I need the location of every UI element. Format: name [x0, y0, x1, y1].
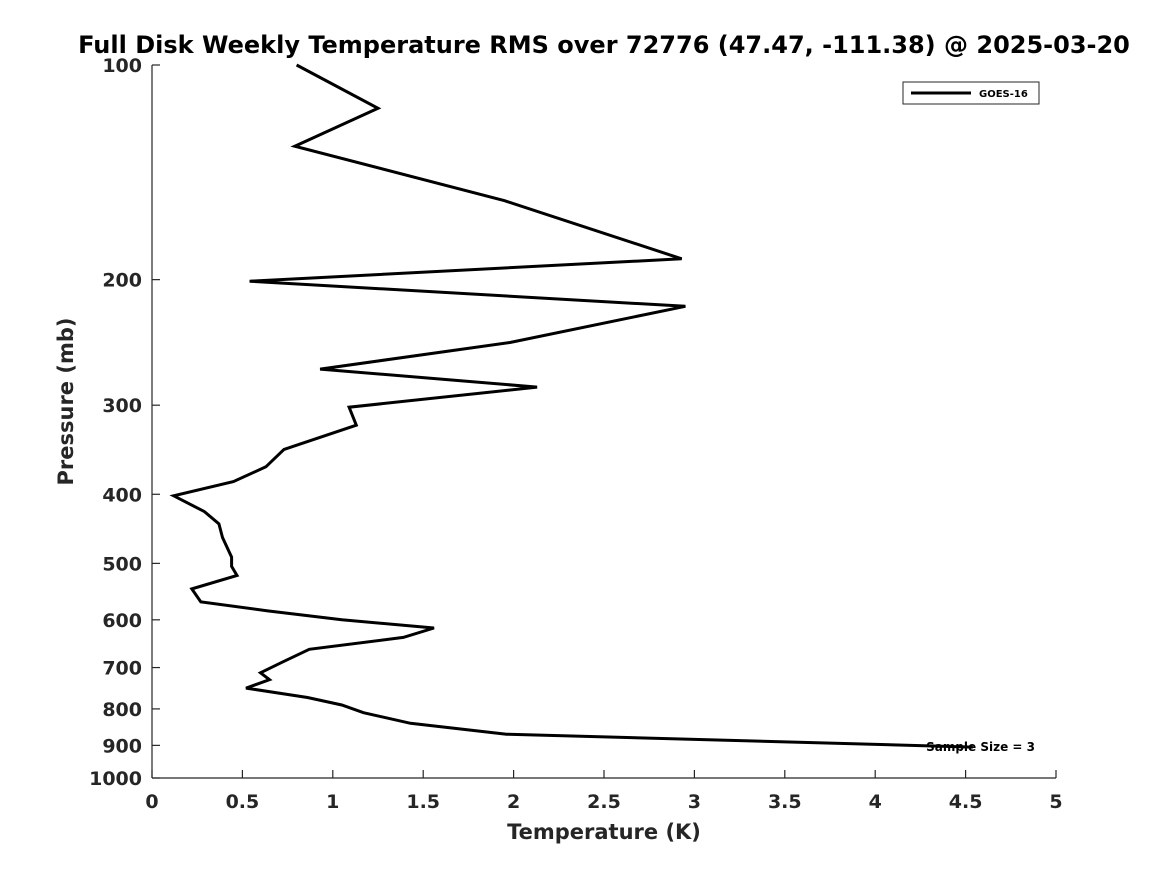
x-tick-label: 0 [145, 791, 158, 813]
y-axis-label: Pressure (mb) [54, 318, 78, 486]
legend-label-goes-16: GOES-16 [979, 89, 1028, 100]
x-axis-ticks: 0 0.5 1 1.5 2 2.5 3 3.5 4 4.5 5 [145, 770, 1063, 813]
sample-size-annotation: Sample Size = 3 [926, 740, 1035, 754]
y-tick-label: 900 [102, 735, 142, 757]
plot-area [152, 65, 1056, 778]
x-tick-label: 1.5 [406, 791, 440, 813]
x-tick-label: 4 [869, 791, 882, 813]
x-tick-label: 3 [688, 791, 701, 813]
x-axis-label: Temperature (K) [507, 820, 701, 844]
x-tick-label: 5 [1049, 791, 1062, 813]
x-tick-label: 4.5 [949, 791, 983, 813]
x-tick-label: 0.5 [226, 791, 260, 813]
chart-title: Full Disk Weekly Temperature RMS over 72… [78, 31, 1130, 59]
series-line-goes-16 [169, 63, 973, 749]
y-tick-label: 600 [102, 610, 142, 632]
x-tick-label: 2 [507, 791, 520, 813]
y-tick-label: 500 [102, 553, 142, 575]
y-tick-label: 100 [102, 55, 142, 77]
y-tick-label: 1000 [89, 768, 142, 790]
y-tick-label: 400 [102, 484, 142, 506]
x-tick-label: 3.5 [768, 791, 802, 813]
x-tick-label: 2.5 [587, 791, 621, 813]
series-group [169, 63, 973, 749]
y-tick-label: 800 [102, 699, 142, 721]
x-tick-label: 1 [326, 791, 339, 813]
y-tick-label: 700 [102, 658, 142, 680]
legend[interactable]: GOES-16 [902, 81, 1040, 105]
y-axis-ticks: 100 200 300 400 500 600 700 800 900 1000 [89, 55, 160, 790]
y-tick-label: 300 [102, 395, 142, 417]
y-tick-label: 200 [102, 270, 142, 292]
